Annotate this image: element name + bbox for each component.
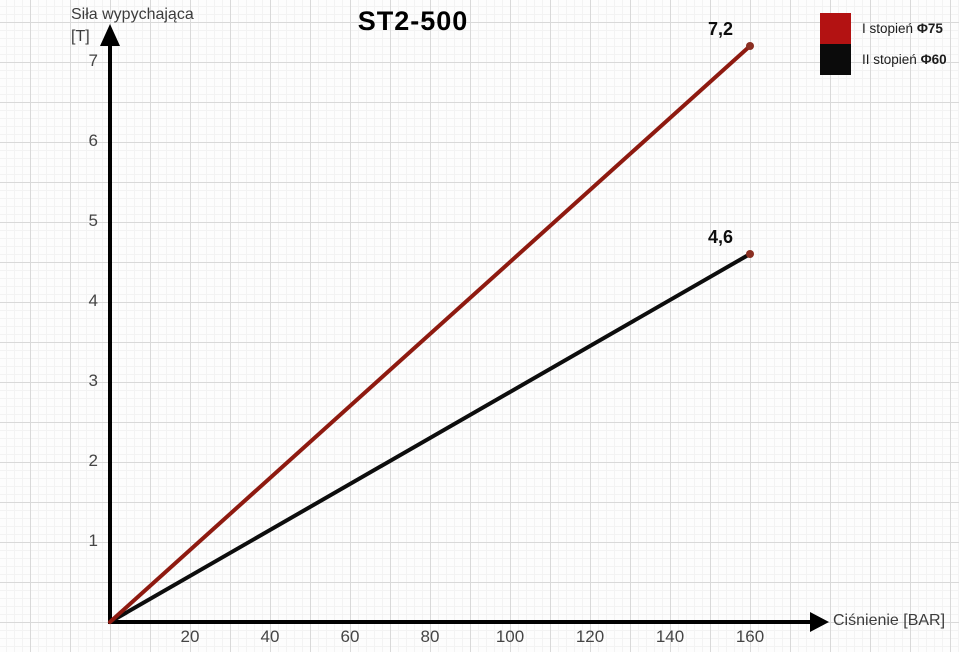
x-tick-label-40: 40: [260, 627, 280, 646]
legend-swatch-red: [820, 13, 851, 44]
series-end-dot: [746, 250, 754, 258]
legend-item-stage2: II stopień Φ60: [820, 44, 947, 75]
legend-item-stage1: I stopień Φ75: [820, 13, 947, 44]
legend-label-stage1: I stopień Φ75: [862, 21, 943, 36]
y-tick-label-5: 5: [88, 211, 98, 230]
y-axis-arrow: [100, 24, 120, 46]
series-line-i-stopień-φ75: [108, 44, 752, 624]
y-tick-label-7: 7: [88, 51, 98, 70]
x-tick-label-140: 140: [655, 627, 685, 646]
legend-phi: Φ60: [920, 52, 947, 67]
legend-text: I stopień: [862, 21, 914, 36]
y-axis-title-text: Siła wypychająca: [71, 6, 194, 23]
chart-title: ST2-500: [357, 6, 469, 36]
x-axis-arrow: [810, 612, 829, 632]
series-end-dot: [746, 42, 754, 50]
y-tick-label-1: 1: [88, 531, 98, 550]
x-tick-label-120: 120: [575, 627, 605, 646]
x-tick-label-20: 20: [180, 627, 200, 646]
legend: I stopień Φ75 II stopień Φ60: [820, 13, 947, 75]
legend-phi: Φ75: [916, 21, 943, 36]
y-axis-title: Siła wypychająca [T]: [71, 4, 194, 48]
legend-text: II stopień: [862, 52, 917, 67]
data-label-4,6: 4,6: [708, 227, 734, 247]
x-axis-title: Ciśnienie [BAR]: [833, 612, 946, 629]
data-label-7,2: 7,2: [708, 19, 734, 39]
y-tick-label-6: 6: [88, 131, 98, 150]
series-line-ii-stopień-φ60: [108, 252, 752, 624]
y-tick-label-3: 3: [88, 371, 98, 390]
x-tick-label-80: 80: [420, 627, 440, 646]
x-tick-label-100: 100: [495, 627, 525, 646]
y-axis-unit: [T]: [71, 28, 90, 45]
x-tick-label-160: 160: [735, 627, 765, 646]
x-tick-label-60: 60: [340, 627, 360, 646]
legend-label-stage2: II stopień Φ60: [862, 52, 947, 67]
y-tick-label-2: 2: [88, 451, 98, 470]
y-tick-label-4: 4: [88, 291, 98, 310]
legend-swatch-black: [820, 44, 851, 75]
